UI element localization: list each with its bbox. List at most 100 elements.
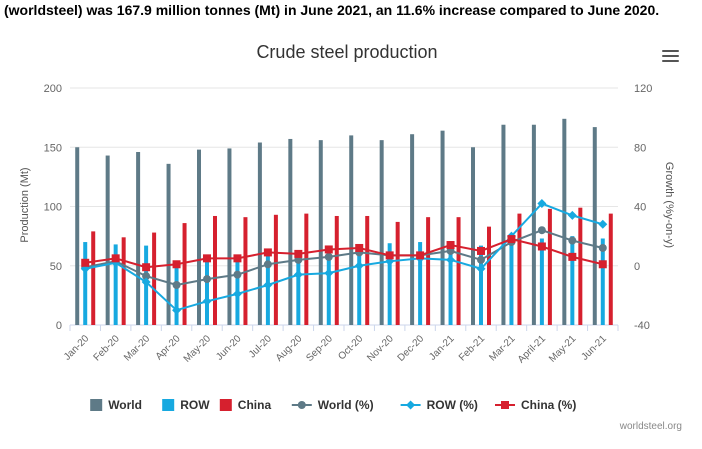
bar-row xyxy=(174,265,179,325)
bar-china xyxy=(365,215,370,325)
bar-world xyxy=(257,142,262,325)
bar-world xyxy=(105,155,110,325)
x-tick-label: Jun-20 xyxy=(214,333,244,363)
x-tick-label: Sep-20 xyxy=(304,333,335,364)
bar-world xyxy=(592,127,597,325)
y2-tick-label: 120 xyxy=(634,83,652,95)
x-tick-label: Jan-21 xyxy=(427,333,457,363)
point-china xyxy=(172,260,181,269)
point-china xyxy=(203,254,211,263)
x-tick-label: Jul-20 xyxy=(247,333,274,360)
legend-label: World (%) xyxy=(318,398,374,412)
bar-row xyxy=(296,251,301,325)
point-china xyxy=(111,254,120,263)
x-tick-label: Jan-20 xyxy=(62,333,92,363)
y2-tick-label: 0 xyxy=(634,261,640,273)
bar-row xyxy=(600,238,605,325)
x-tick-label: Feb-20 xyxy=(92,333,122,363)
x-tick-label: Apr-20 xyxy=(154,333,183,362)
point-china xyxy=(142,263,151,272)
bar-china xyxy=(182,223,187,325)
point-row xyxy=(354,261,364,271)
point-china xyxy=(416,251,425,260)
bar-world xyxy=(227,148,232,325)
bar-row xyxy=(387,243,392,325)
credit-text: worldsteel.org xyxy=(619,421,682,432)
x-tick-label: May-21 xyxy=(547,333,579,365)
bar-china xyxy=(547,208,552,325)
point-china xyxy=(263,248,272,257)
point-china xyxy=(477,246,485,255)
legend-label: China xyxy=(238,398,272,412)
point-row xyxy=(202,296,212,306)
bar-row xyxy=(113,244,118,325)
y2-tick-label: -40 xyxy=(634,320,650,332)
point-row xyxy=(476,264,486,274)
bar-china xyxy=(517,213,522,325)
point-china xyxy=(446,241,455,250)
bar-world xyxy=(379,140,384,325)
point-row xyxy=(567,210,577,220)
x-tick-label: Feb-21 xyxy=(457,333,487,363)
bar-row xyxy=(539,238,544,325)
bar-china xyxy=(426,217,431,325)
point-world xyxy=(324,252,333,261)
x-tick-label: Mar-21 xyxy=(487,333,517,363)
bar-world xyxy=(349,135,354,325)
point-world xyxy=(233,270,242,279)
x-tick-label: Nov-20 xyxy=(365,333,396,364)
point-world xyxy=(537,226,546,235)
bar-china xyxy=(304,213,309,325)
bar-world xyxy=(440,130,445,325)
headline: (worldsteel) was 167.9 million tonnes (M… xyxy=(4,2,660,18)
y-tick-label: 0 xyxy=(56,320,62,332)
bar-world xyxy=(136,151,141,325)
bar-row xyxy=(357,244,362,325)
bar-row xyxy=(509,237,514,325)
bar-world xyxy=(471,147,475,325)
point-row xyxy=(324,268,334,278)
bar-china xyxy=(487,226,491,325)
point-china xyxy=(294,249,303,258)
x-tick-label: Mar-20 xyxy=(122,333,152,363)
point-china xyxy=(324,245,333,254)
point-china xyxy=(355,243,364,252)
legend-label: ROW xyxy=(180,398,210,412)
bar-world xyxy=(410,134,415,325)
y-tick-label: 150 xyxy=(44,142,62,154)
lines xyxy=(80,199,608,315)
x-tick-label: Jun-21 xyxy=(579,333,609,363)
bar-world xyxy=(75,147,80,325)
point-row xyxy=(598,219,608,229)
point-world xyxy=(568,236,577,245)
point-china xyxy=(385,251,394,260)
chart-title: Crude steel production xyxy=(256,42,437,62)
x-tick-label: April-21 xyxy=(516,333,548,365)
bar-china xyxy=(608,213,613,325)
y2-axis-label: Growth (%y-on-y) xyxy=(663,162,675,248)
x-tick-label: Dec-20 xyxy=(396,333,427,364)
point-china xyxy=(507,235,516,244)
bar-row xyxy=(83,242,88,325)
point-row xyxy=(263,280,273,290)
point-row xyxy=(232,289,242,299)
y-tick-label: 50 xyxy=(50,261,62,273)
x-tick-label: May-20 xyxy=(182,333,214,365)
point-world xyxy=(172,281,181,290)
bar-row xyxy=(326,249,331,325)
hamburger-menu-icon[interactable] xyxy=(662,50,679,64)
y2-tick-label: 80 xyxy=(634,142,646,154)
bar-world xyxy=(562,118,567,325)
bar-china xyxy=(395,221,400,325)
point-row xyxy=(537,199,547,209)
bar-row xyxy=(418,242,423,325)
point-row xyxy=(172,305,182,315)
y-axis-label: Production (Mt) xyxy=(19,167,31,242)
bar-china xyxy=(273,214,278,325)
y-tick-label: 100 xyxy=(44,202,62,214)
point-world xyxy=(142,272,151,281)
bar-china xyxy=(578,207,583,325)
legend-marker xyxy=(297,401,306,409)
